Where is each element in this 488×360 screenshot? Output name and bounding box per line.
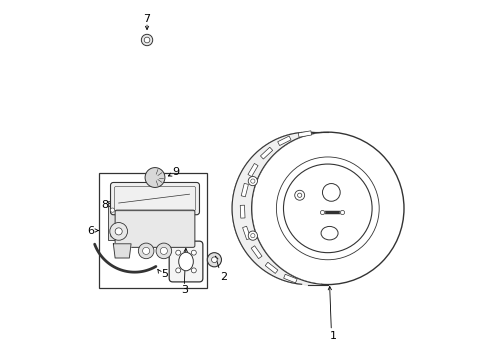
Text: 10: 10 bbox=[124, 223, 138, 233]
Ellipse shape bbox=[178, 252, 193, 271]
Polygon shape bbox=[264, 262, 277, 274]
Circle shape bbox=[283, 164, 371, 253]
Circle shape bbox=[141, 34, 152, 46]
Text: 8: 8 bbox=[101, 200, 108, 210]
Ellipse shape bbox=[321, 226, 337, 240]
Bar bbox=[108, 201, 117, 240]
Circle shape bbox=[207, 253, 221, 267]
Circle shape bbox=[138, 243, 154, 259]
Circle shape bbox=[110, 222, 127, 240]
Text: 4: 4 bbox=[343, 198, 350, 208]
Polygon shape bbox=[298, 131, 311, 137]
Polygon shape bbox=[247, 163, 258, 177]
Polygon shape bbox=[251, 246, 262, 258]
Polygon shape bbox=[260, 147, 272, 159]
Polygon shape bbox=[277, 136, 290, 145]
Text: 7: 7 bbox=[143, 14, 150, 24]
Circle shape bbox=[115, 228, 122, 235]
FancyBboxPatch shape bbox=[115, 210, 195, 247]
Bar bbox=[99, 173, 207, 288]
Circle shape bbox=[211, 257, 217, 262]
Circle shape bbox=[248, 176, 257, 186]
Circle shape bbox=[294, 190, 304, 200]
Text: 1: 1 bbox=[329, 331, 336, 341]
FancyBboxPatch shape bbox=[110, 183, 199, 215]
Circle shape bbox=[110, 208, 114, 212]
Circle shape bbox=[145, 168, 164, 188]
Circle shape bbox=[142, 247, 149, 255]
Circle shape bbox=[175, 268, 181, 273]
Circle shape bbox=[110, 233, 114, 237]
Circle shape bbox=[251, 132, 403, 284]
Polygon shape bbox=[283, 274, 297, 283]
Polygon shape bbox=[232, 132, 321, 284]
Polygon shape bbox=[113, 244, 131, 258]
Circle shape bbox=[175, 250, 181, 255]
Text: 6: 6 bbox=[87, 225, 94, 235]
Circle shape bbox=[248, 231, 257, 240]
FancyBboxPatch shape bbox=[169, 241, 203, 282]
Circle shape bbox=[160, 247, 167, 255]
Text: 5: 5 bbox=[161, 269, 168, 279]
Text: 2: 2 bbox=[219, 273, 226, 283]
Text: 3: 3 bbox=[181, 285, 187, 295]
Circle shape bbox=[144, 37, 149, 43]
Circle shape bbox=[156, 243, 171, 259]
Polygon shape bbox=[240, 205, 244, 218]
Circle shape bbox=[191, 268, 196, 273]
Text: 9: 9 bbox=[172, 167, 180, 177]
Polygon shape bbox=[241, 183, 248, 197]
Polygon shape bbox=[242, 226, 250, 240]
Circle shape bbox=[322, 184, 340, 201]
Circle shape bbox=[191, 250, 196, 255]
